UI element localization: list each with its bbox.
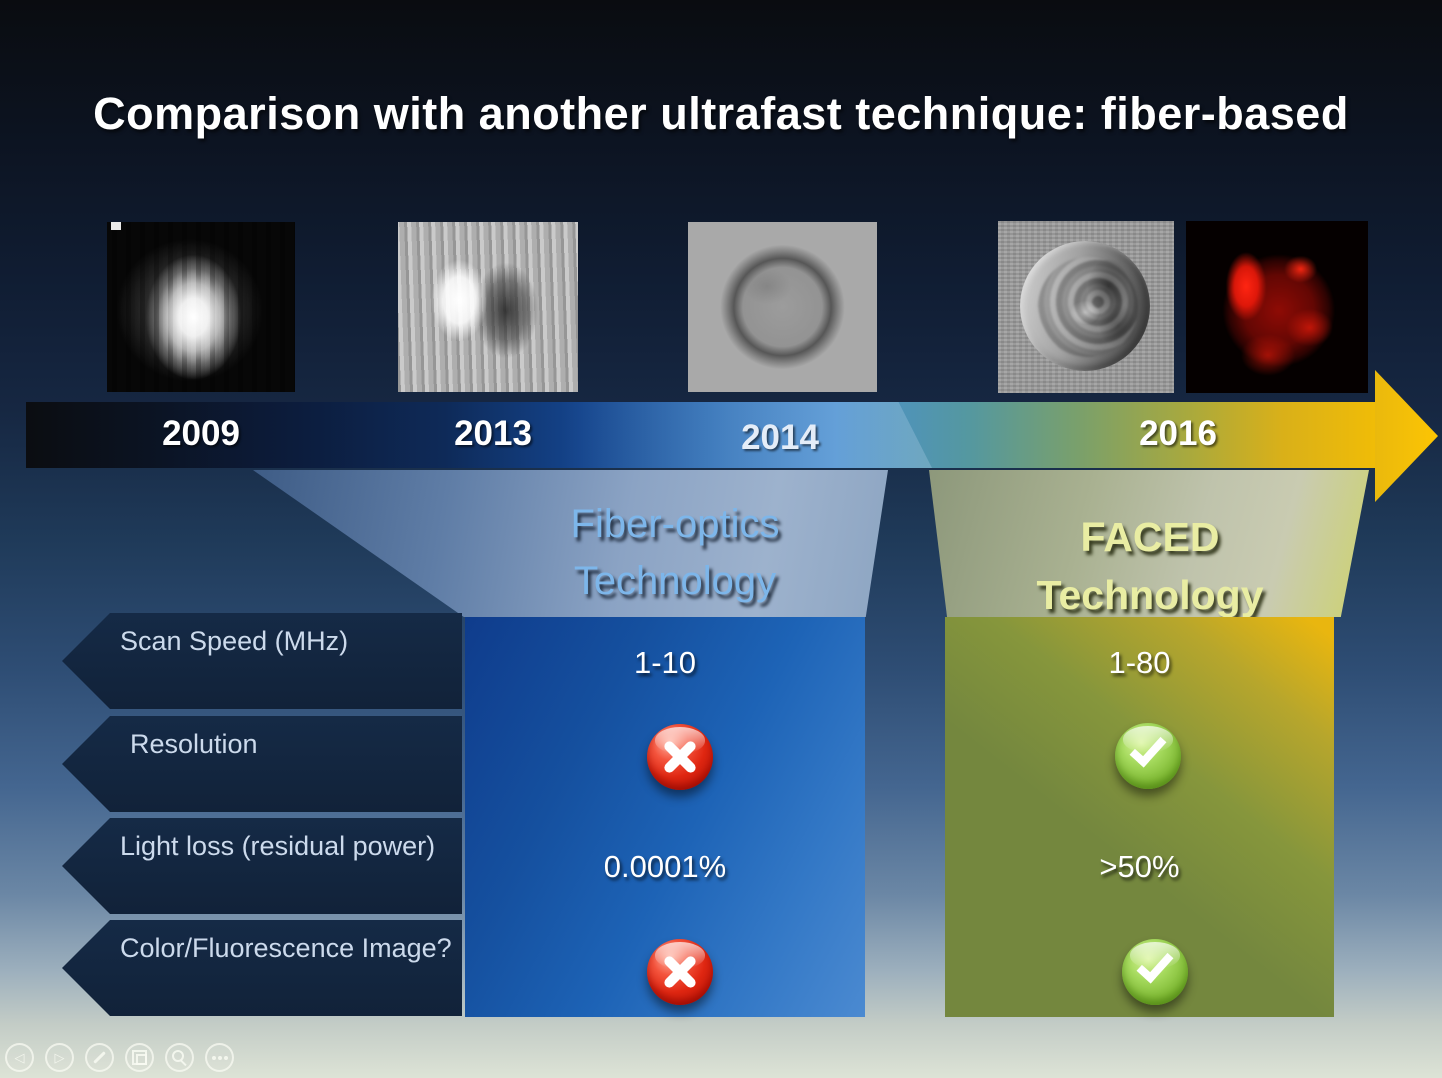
page-title: Comparison with another ultrafast techni… xyxy=(93,88,1349,139)
faced-title-line2: Technology xyxy=(1036,572,1264,619)
cross-icon xyxy=(647,724,713,790)
image-cell-texture xyxy=(1038,257,1138,357)
param-label-color-fluorescence: Color/Fluorescence Image? xyxy=(62,920,462,1016)
pen-icon xyxy=(93,1051,106,1064)
image-bright-blob xyxy=(107,222,295,392)
next-slide-button[interactable]: ▷ xyxy=(45,1043,74,1072)
cell-image-2016-fluorescence xyxy=(1186,221,1368,393)
timeline-arrow-head xyxy=(1375,370,1438,502)
year-label-2013: 2013 xyxy=(454,414,532,453)
next-icon: ▷ xyxy=(54,1050,65,1065)
param-text: Light loss (residual power) xyxy=(120,831,436,861)
previous-slide-button[interactable]: ◁ xyxy=(5,1043,34,1072)
cell-image-2014 xyxy=(688,222,877,392)
param-text: Color/Fluorescence Image? xyxy=(120,933,452,963)
timeline-arrow-highlight xyxy=(560,402,932,468)
year-label-2016: 2016 xyxy=(1139,414,1217,453)
slides-icon xyxy=(131,1049,147,1065)
zoom-button[interactable] xyxy=(165,1043,194,1072)
param-label-resolution: Resolution xyxy=(62,716,462,812)
faced-title: FACED Technology xyxy=(950,508,1350,624)
fiber-optics-title: Fiber-optics Technology xyxy=(465,496,885,610)
param-label-scan-speed: Scan Speed (MHz) xyxy=(62,613,462,709)
year-label-2014: 2014 xyxy=(741,418,819,457)
ellipsis-icon xyxy=(211,1055,228,1060)
faced-scan-speed-value: 1-80 xyxy=(1108,645,1171,680)
param-label-light-loss: Light loss (residual power) xyxy=(62,818,462,914)
image-cell-outline xyxy=(688,222,877,392)
image-streak-texture xyxy=(107,222,295,392)
cell-image-2009 xyxy=(107,222,295,392)
year-label-2009: 2009 xyxy=(162,414,240,453)
check-icon xyxy=(1122,939,1188,1005)
magnifier-icon xyxy=(172,1050,184,1062)
check-icon xyxy=(1115,723,1181,789)
cell-image-2016-grayscale xyxy=(998,221,1174,393)
image-cell-body xyxy=(1020,241,1150,371)
see-all-slides-button[interactable] xyxy=(125,1043,154,1072)
faced-title-line1: FACED xyxy=(1080,514,1220,560)
fiber-light-loss-value: 0.0001% xyxy=(603,849,727,884)
image-bright-dark-blob xyxy=(398,222,578,392)
faced-funnel xyxy=(929,470,1369,617)
param-text: Scan Speed (MHz) xyxy=(120,626,349,656)
param-text: Resolution xyxy=(130,729,258,759)
faced-light-loss-value: >50% xyxy=(1099,849,1180,884)
previous-icon: ◁ xyxy=(14,1050,25,1065)
more-options-button[interactable] xyxy=(205,1043,234,1072)
image-red-fluorescence-blob xyxy=(1186,221,1368,393)
image-speck xyxy=(111,222,121,230)
pen-tools-button[interactable] xyxy=(85,1043,114,1072)
fiber-scan-speed-value: 1-10 xyxy=(633,645,697,680)
fiber-title-line2: Technology xyxy=(573,558,777,603)
fiber-title-line1: Fiber-optics xyxy=(570,502,780,546)
cell-image-2013 xyxy=(398,222,578,392)
presenter-controls: ◁ ▷ xyxy=(5,1043,234,1072)
cross-icon xyxy=(647,939,713,1005)
timeline-arrow-body xyxy=(26,402,1376,468)
